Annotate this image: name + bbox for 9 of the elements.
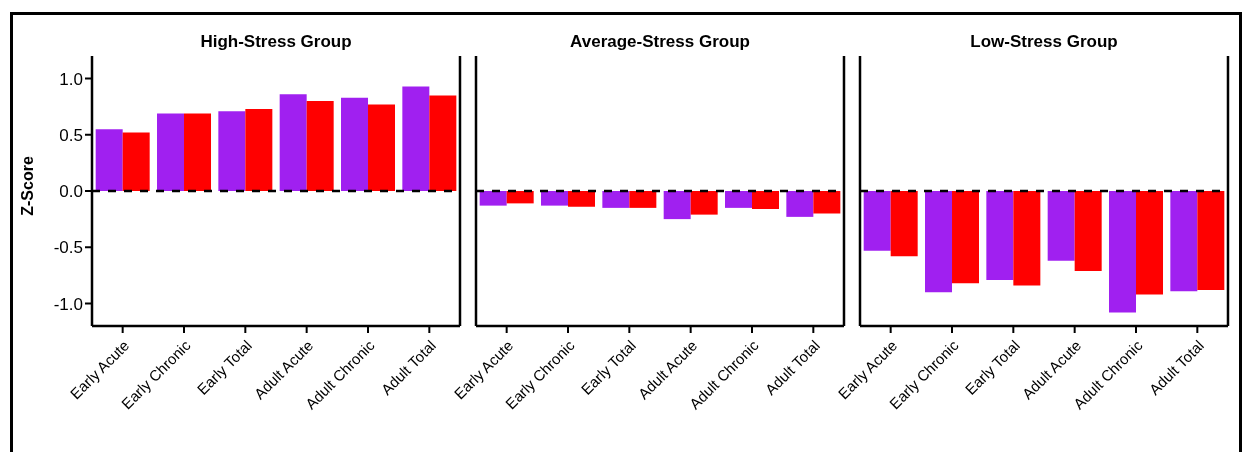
y-tick-label: -0.5: [53, 238, 83, 258]
y-tick-label: 0.0: [59, 182, 83, 202]
y-tick-label: 0.5: [59, 125, 83, 145]
y-tick-label: 1.0: [59, 69, 83, 89]
chart-title: Low-Stress Group: [969, 31, 1119, 53]
chart-title: High-Stress Group: [199, 31, 353, 53]
y-tick-label: -1.0: [53, 294, 83, 314]
chart-title: Average-Stress Group: [569, 31, 751, 53]
y-axis-title: Z-Score: [19, 156, 37, 216]
